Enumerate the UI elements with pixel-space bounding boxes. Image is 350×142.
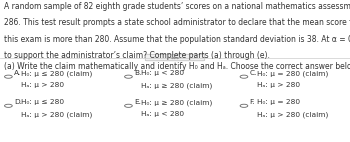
Text: B.: B. [134,70,141,76]
Text: Hₐ: μ ≥ 280 (claim): Hₐ: μ ≥ 280 (claim) [141,82,212,89]
Text: ●●●: ●●● [170,56,180,59]
Text: Hₐ: μ > 280 (claim): Hₐ: μ > 280 (claim) [257,111,328,118]
Text: H₀: μ < 280: H₀: μ < 280 [141,70,184,76]
Text: Hₐ: μ < 280: Hₐ: μ < 280 [141,111,184,117]
FancyBboxPatch shape [145,54,205,61]
Text: D.: D. [14,99,22,105]
Text: to support the administrator’s claim? Complete parts (a) through (e).: to support the administrator’s claim? Co… [4,51,270,60]
Text: A.: A. [14,70,21,76]
Text: (a) Write the claim mathematically and identify H₀ and Hₐ. Choose the correct an: (a) Write the claim mathematically and i… [4,62,350,71]
Text: H₀: μ = 280: H₀: μ = 280 [257,99,300,105]
Text: H₀: μ ≥ 280 (claim): H₀: μ ≥ 280 (claim) [141,99,212,106]
Text: Hₐ: μ > 280: Hₐ: μ > 280 [257,82,300,88]
Text: H₀: μ ≤ 280: H₀: μ ≤ 280 [21,99,64,105]
Text: Hₐ: μ > 280 (claim): Hₐ: μ > 280 (claim) [21,111,92,118]
Text: F.: F. [250,99,255,105]
Text: 286. This test result prompts a state school administrator to declare that the m: 286. This test result prompts a state sc… [4,18,350,27]
Text: A random sample of 82 eighth grade students’ scores on a national mathematics as: A random sample of 82 eighth grade stude… [4,2,350,11]
Text: Hₐ: μ > 280: Hₐ: μ > 280 [21,82,64,88]
Text: H₀: μ ≤ 280 (claim): H₀: μ ≤ 280 (claim) [21,70,92,77]
Text: E.: E. [134,99,141,105]
Text: this exam is more than 280. Assume that the population standard deviation is 38.: this exam is more than 280. Assume that … [4,35,350,44]
Text: H₀: μ = 280 (claim): H₀: μ = 280 (claim) [257,70,328,77]
Text: C.: C. [250,70,257,76]
